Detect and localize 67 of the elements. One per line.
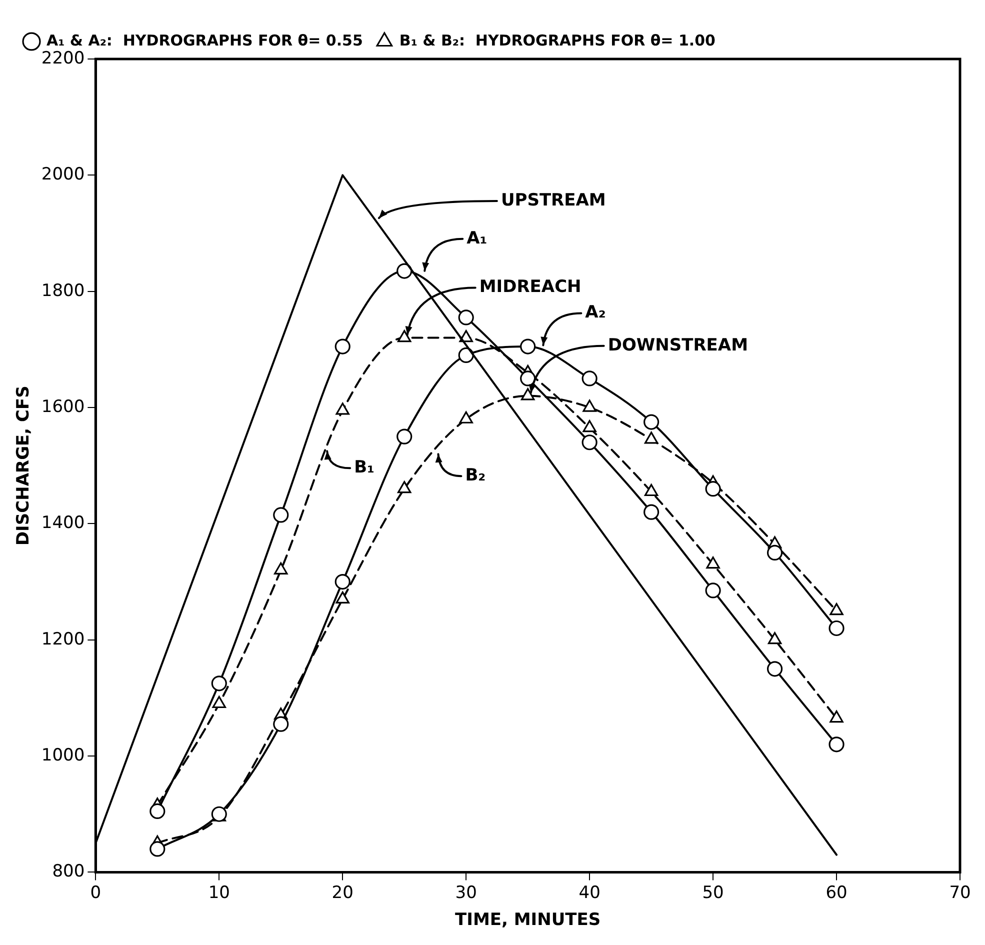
point xyxy=(397,330,412,342)
y-tick-label: 1000 xyxy=(41,745,85,766)
point xyxy=(336,591,350,604)
point xyxy=(520,370,536,386)
point xyxy=(644,504,660,520)
point xyxy=(582,434,598,450)
point xyxy=(336,402,350,415)
point xyxy=(212,696,226,708)
annotation: A₁ xyxy=(466,228,488,248)
y-tick-label: 1200 xyxy=(41,629,85,650)
point xyxy=(396,263,412,279)
x-tick-label: 10 xyxy=(208,882,230,903)
annotation: B₁ xyxy=(354,458,374,478)
point xyxy=(273,716,289,732)
x-tick-label: 30 xyxy=(455,882,477,903)
x-axis-title: TIME, MINUTES xyxy=(455,910,601,930)
y-tick-label: 1800 xyxy=(41,280,85,301)
annotation: A₂ xyxy=(585,302,606,323)
y-tick-label: 2000 xyxy=(41,164,85,185)
point xyxy=(520,388,535,400)
point xyxy=(150,841,166,857)
point xyxy=(458,310,474,326)
x-tick-label: 20 xyxy=(332,882,354,903)
x-tick-label: 40 xyxy=(578,882,600,903)
legend-label: B₁ & B₂: HYDROGRAPHS FOR θ= 1.00 xyxy=(399,31,716,50)
point xyxy=(644,414,660,430)
y-axis-title: DISCHARGE, CFS xyxy=(14,386,34,546)
y-tick-label: 2200 xyxy=(41,48,85,68)
annotation: DOWNSTREAM xyxy=(608,335,748,356)
point xyxy=(766,661,783,677)
point xyxy=(459,411,473,424)
point xyxy=(396,428,412,444)
point xyxy=(706,556,720,569)
annotation: MIDREACH xyxy=(479,277,582,298)
point xyxy=(459,330,473,342)
point xyxy=(828,620,844,636)
y-tick-label: 1400 xyxy=(41,513,85,534)
point xyxy=(644,432,658,444)
point xyxy=(397,481,412,494)
point xyxy=(582,420,596,432)
point xyxy=(705,481,721,497)
annotation: B₂ xyxy=(465,466,486,486)
point xyxy=(828,736,844,752)
point xyxy=(644,484,658,496)
point xyxy=(766,544,783,561)
x-tick-label: 70 xyxy=(949,882,971,903)
point xyxy=(830,603,844,616)
point xyxy=(582,370,598,386)
legend-label: A₁ & A₂: HYDROGRAPHS FOR θ= 0.55 xyxy=(46,31,363,50)
point xyxy=(830,710,844,723)
y-tick-label: 1600 xyxy=(41,396,85,417)
point xyxy=(520,338,536,354)
y-tick-label: 800 xyxy=(52,862,85,882)
point xyxy=(274,562,288,574)
point xyxy=(768,632,782,644)
point xyxy=(150,803,166,820)
annotation: UPSTREAM xyxy=(500,190,606,210)
point xyxy=(705,582,721,598)
point xyxy=(273,507,289,523)
point xyxy=(211,676,227,692)
point xyxy=(334,574,350,590)
x-tick-label: 0 xyxy=(90,882,102,903)
point xyxy=(458,347,474,364)
point xyxy=(582,400,596,412)
point xyxy=(334,338,350,354)
x-tick-label: 60 xyxy=(826,882,848,903)
x-tick-label: 50 xyxy=(702,882,724,903)
